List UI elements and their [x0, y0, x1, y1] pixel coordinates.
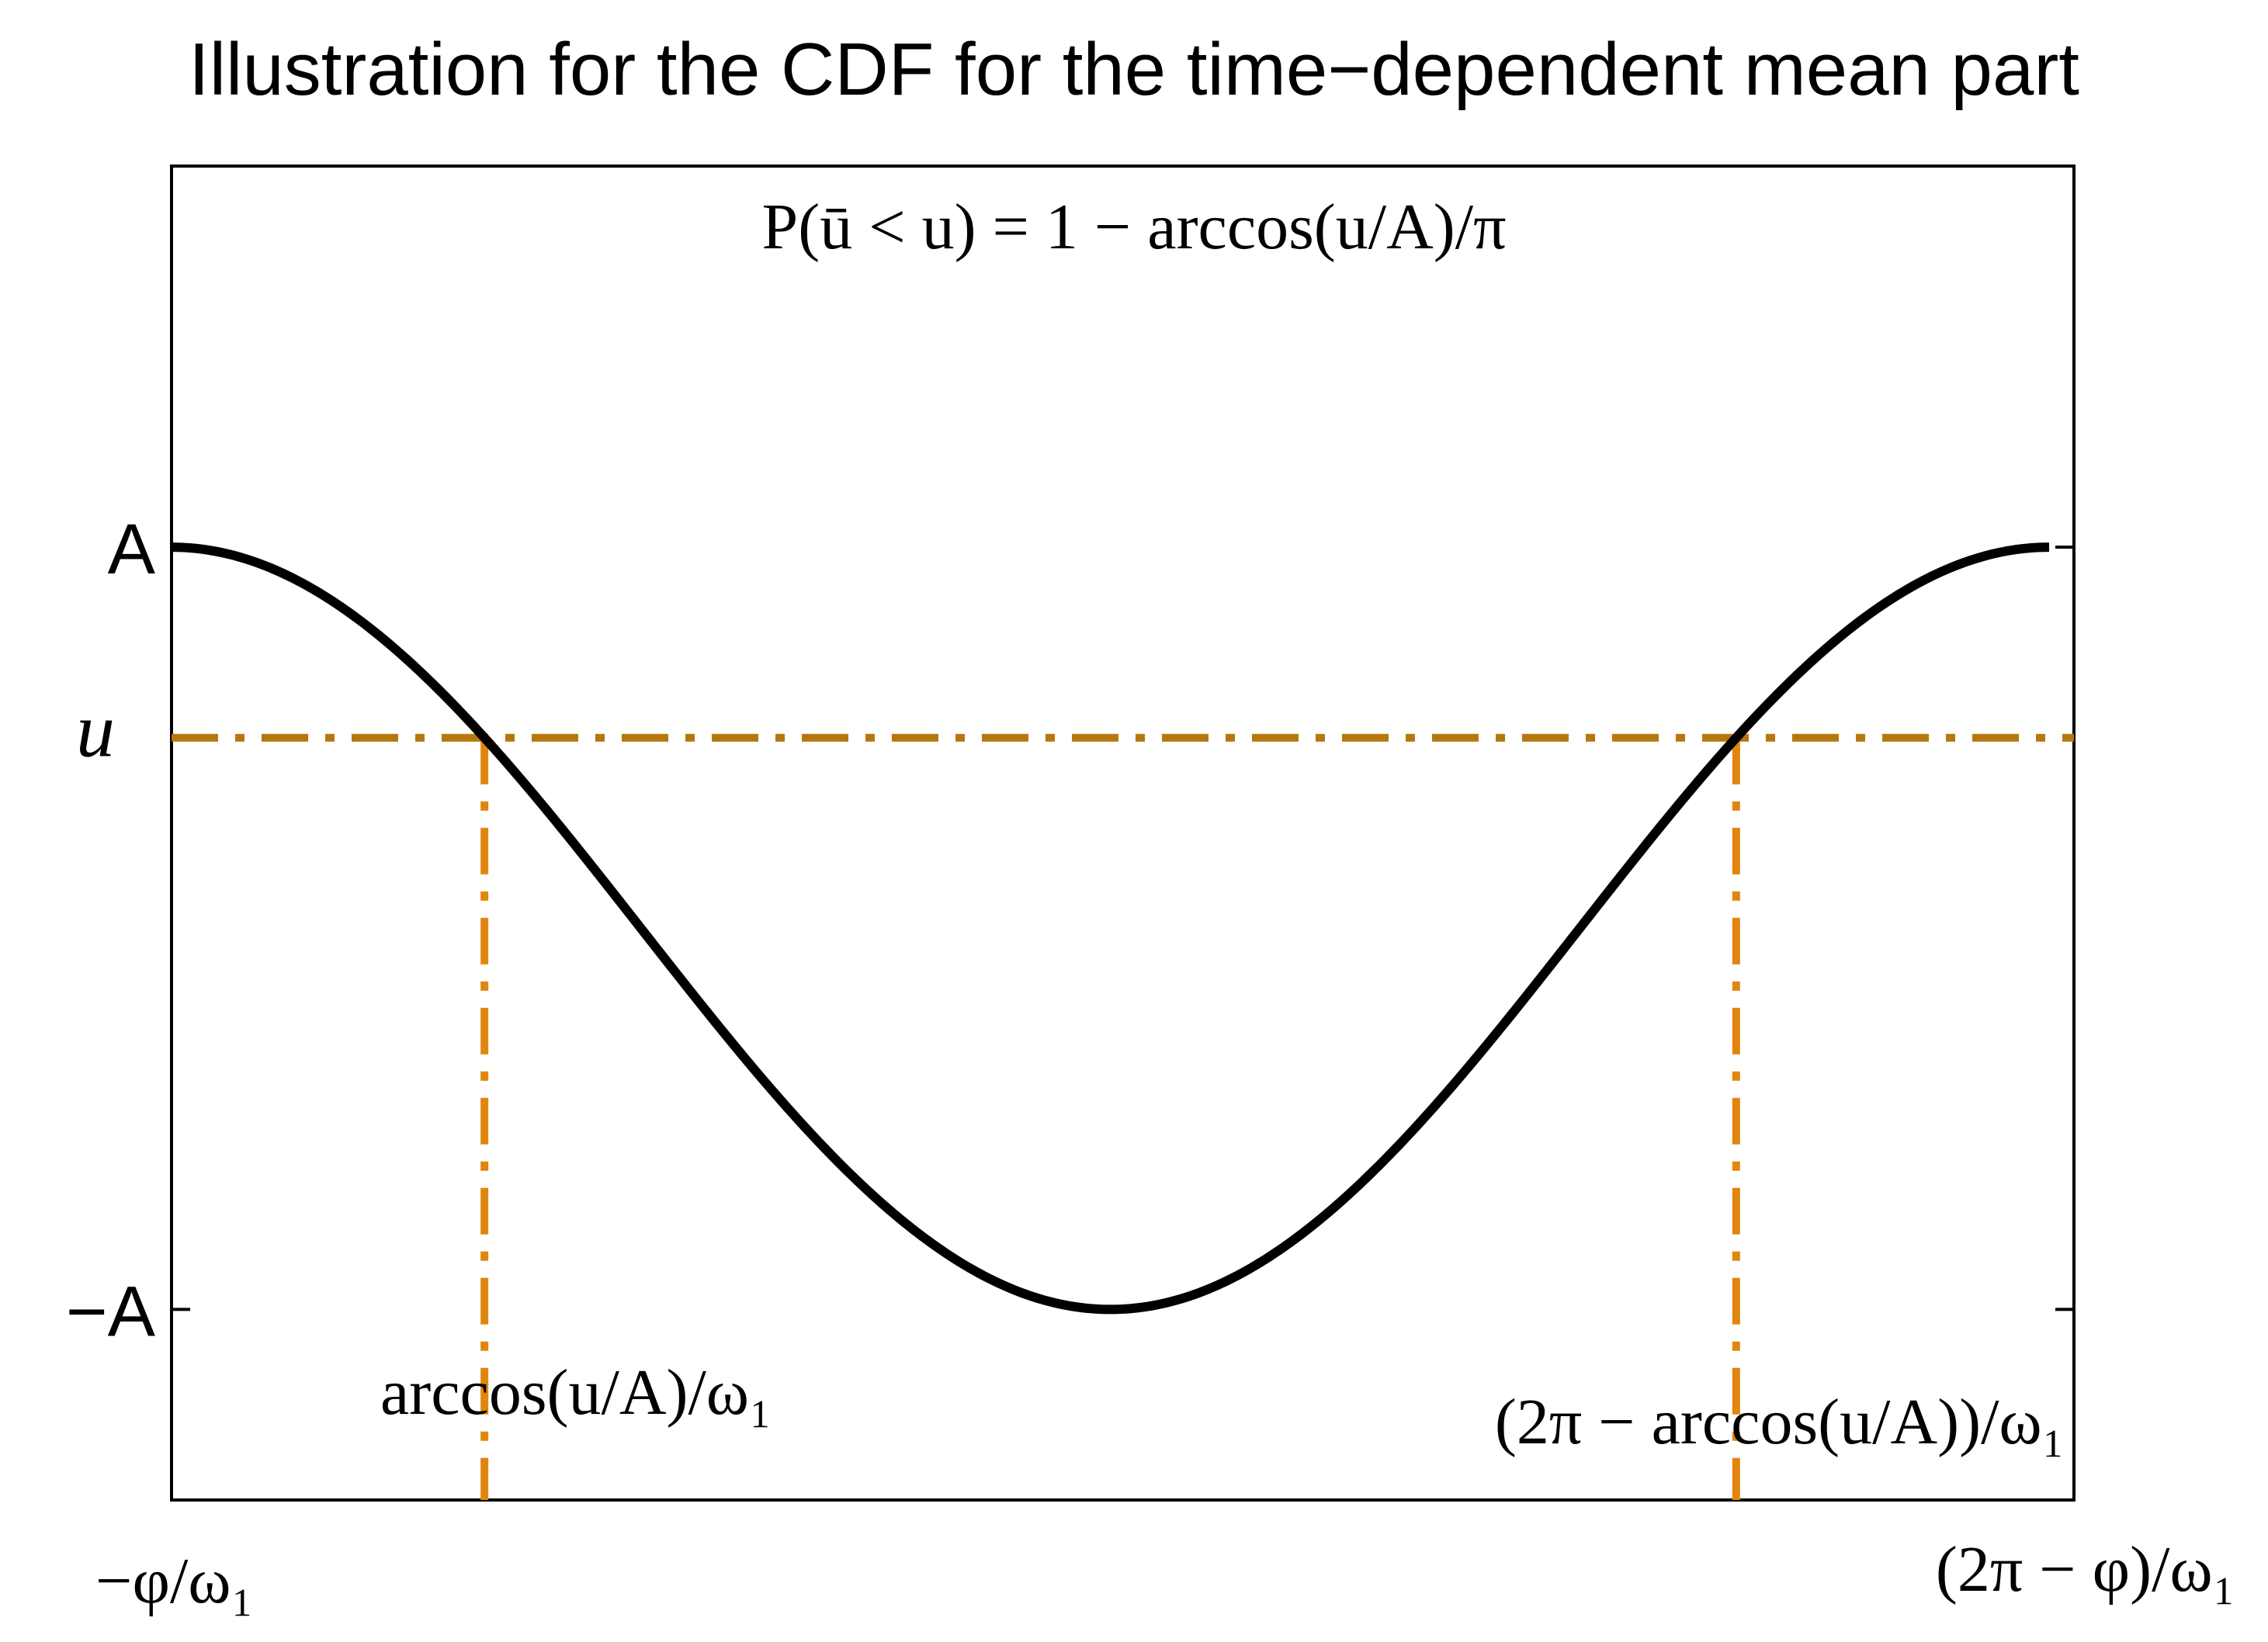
plot-frame [170, 165, 2076, 1502]
xtick-label-end: (2π − φ)/ω₁ [1936, 1533, 2235, 1606]
ytick-label-negA: −A [66, 1272, 156, 1351]
ytick-label-u: u [76, 688, 115, 774]
chart-title: Illustration for the CDF for the time−de… [189, 28, 2079, 111]
arccos-intersection-label: arccos(u/A)/ω₁ [380, 1356, 772, 1429]
xtick-label-start: −φ/ω₁ [95, 1545, 254, 1617]
complement-intersection-label: (2π − arccos(u/A))/ω₁ [1495, 1386, 2065, 1458]
cdf-formula-annotation: P(ū < u) = 1 − arccos(u/A)/π [762, 191, 1507, 263]
ytick-marks [172, 546, 2074, 1311]
ytick-label-A: A [108, 510, 156, 589]
cosine-curve [171, 542, 2050, 1315]
